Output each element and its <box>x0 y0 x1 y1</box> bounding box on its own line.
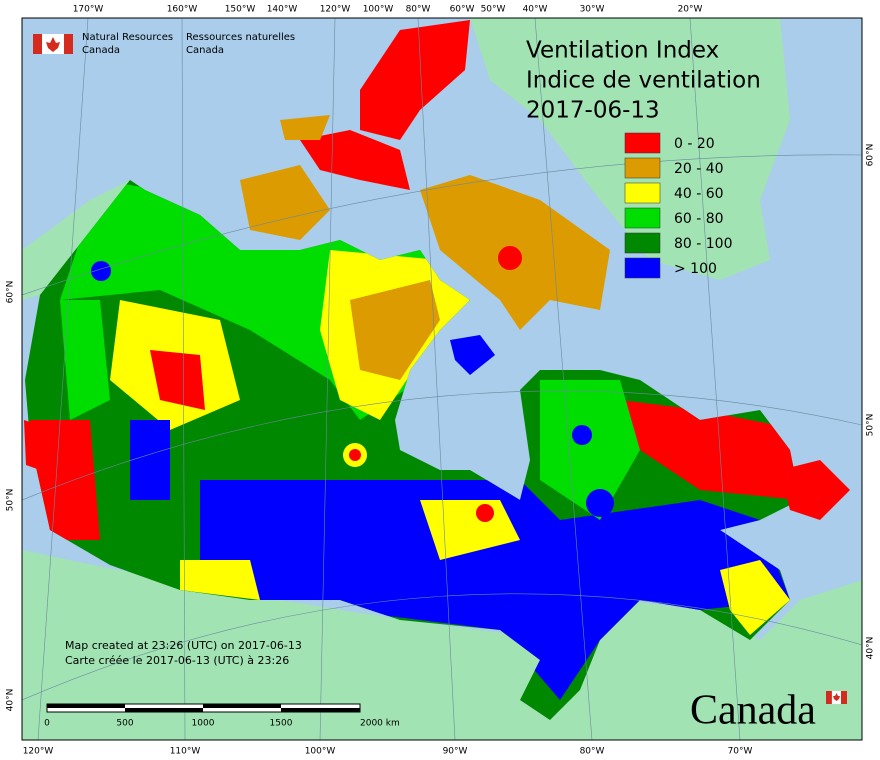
lon-label-bottom: 100°W <box>305 747 336 757</box>
arctic-islands-red <box>300 130 410 190</box>
victoria-island <box>240 165 330 240</box>
southampton-island <box>450 335 495 375</box>
canada-wordmark: Canada <box>690 688 816 734</box>
title-fr: Indice de ventilation <box>526 68 761 94</box>
legend-label: 60 - 80 <box>674 211 724 227</box>
legend: 0 - 20 20 - 40 40 - 60 60 - 80 80 - 100 > 100 <box>624 132 733 279</box>
legend-label: 0 - 20 <box>674 136 715 152</box>
agency-fr-2: Canada <box>186 45 224 56</box>
created-fr: Carte créée le 2017-06-13 (UTC) à 23:26 <box>65 654 289 667</box>
legend-swatch <box>624 157 661 179</box>
baffin-hotspot <box>498 246 522 270</box>
lat-label-left: 60°N <box>6 281 16 304</box>
agency-en-2: Canada <box>82 45 120 56</box>
graticule-labels: 170°W 160°W 150°W 140°W 120°W 100°W 80°W 60°W 50… <box>6 5 876 757</box>
lat-label-right: 50°N <box>866 414 876 437</box>
legend-swatch <box>624 132 661 154</box>
nrcan-flag <box>33 34 73 54</box>
lon-label-bottom: 110°W <box>170 747 201 757</box>
legend-swatch <box>624 207 661 229</box>
lon-label-top: 60°W <box>450 5 475 15</box>
newfoundland <box>780 460 850 520</box>
lon-label-top: 30°W <box>580 5 605 15</box>
maritimes <box>720 560 790 635</box>
wordmark-flag <box>826 690 847 705</box>
lon-label-bottom: 70°W <box>728 747 753 757</box>
legend-swatch <box>624 182 661 204</box>
hudson-bay <box>405 340 520 470</box>
usa-land <box>22 550 862 740</box>
scale-label: 0 <box>44 719 50 729</box>
lon-label-top: 40°W <box>523 5 548 15</box>
scale-label: 500 <box>116 719 133 729</box>
lon-label-top: 20°W <box>678 5 703 15</box>
ellesmere-island <box>360 20 470 140</box>
lon-label-bottom: 90°W <box>443 747 468 757</box>
map-frame <box>21 17 863 741</box>
lat-label-right: 60°N <box>866 144 876 167</box>
lon-label-top: 50°W <box>481 5 506 15</box>
lon-label-top: 120°W <box>320 5 351 15</box>
scale-bar <box>46 703 361 713</box>
agency-fr-1: Ressources naturelles <box>186 32 295 43</box>
scale-label: 2000 km <box>360 719 400 729</box>
lon-label-top: 150°W <box>225 5 256 15</box>
lat-label-left: 50°N <box>6 489 16 512</box>
lon-label-top: 100°W <box>363 5 394 15</box>
legend-swatch <box>624 257 661 279</box>
lon-label-bottom: 120°W <box>23 747 54 757</box>
agency-en-1: Natural Resources <box>82 32 173 43</box>
created-en: Map created at 23:26 (UTC) on 2017-06-13 <box>65 639 302 652</box>
legend-label: > 100 <box>674 261 717 277</box>
banks-island <box>280 115 330 140</box>
title-date: 2017-06-13 <box>526 98 660 124</box>
alaska-land <box>22 180 130 300</box>
lon-label-bottom: 80°W <box>580 747 605 757</box>
lon-label-top: 140°W <box>267 5 298 15</box>
title-en: Ventilation Index <box>526 38 719 64</box>
graticule <box>22 18 862 740</box>
scale-labels: 0 500 1000 1500 2000 km <box>44 719 400 729</box>
scale-label: 1000 <box>192 719 215 729</box>
haida-gwaii <box>24 420 40 470</box>
lon-label-top: 170°W <box>73 5 104 15</box>
lon-label-top: 80°W <box>406 5 431 15</box>
map-area <box>22 18 862 740</box>
legend-swatch <box>624 232 661 254</box>
scale-label: 1500 <box>270 719 293 729</box>
legend-label: 40 - 60 <box>674 186 724 202</box>
lon-label-top: 160°W <box>167 5 198 15</box>
legend-label: 80 - 100 <box>674 236 733 252</box>
legend-label: 20 - 40 <box>674 161 724 177</box>
lat-label-left: 40°N <box>6 689 16 712</box>
lat-label-right: 40°N <box>866 637 876 660</box>
